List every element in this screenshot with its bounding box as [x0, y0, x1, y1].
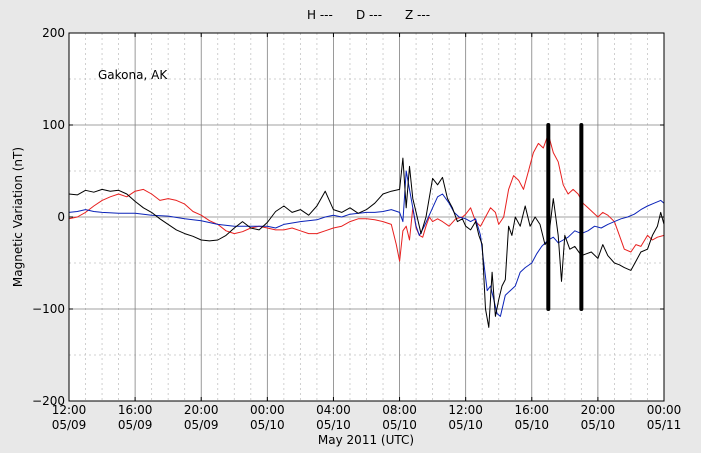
- major-grid: [69, 33, 664, 401]
- x-axis: 12:0005/0916:0005/0920:0005/0900:0005/10…: [52, 33, 682, 432]
- x-tick-label-date: 05/10: [448, 418, 483, 432]
- x-tick-label-time: 12:00: [448, 403, 483, 417]
- legend-entry-d: D ---: [356, 8, 382, 22]
- x-tick-label-time: 00:00: [647, 403, 682, 417]
- minor-grid: [69, 33, 664, 401]
- x-tick-label-time: 16:00: [118, 403, 153, 417]
- marker-layer: [546, 123, 584, 311]
- x-tick-label-date: 05/10: [316, 418, 351, 432]
- x-tick-label-time: 16:00: [514, 403, 549, 417]
- y-tick-label: 0: [57, 210, 65, 224]
- x-tick-label-time: 12:00: [52, 403, 87, 417]
- y-axis: −200 −100 0 100 200: [32, 26, 664, 408]
- y-tick-label: −200: [32, 394, 65, 408]
- legend-entry-h: H ---: [307, 8, 333, 22]
- y-tick-label: 100: [42, 118, 65, 132]
- series-d-line: [68, 133, 665, 262]
- x-tick-label-date: 05/09: [118, 418, 153, 432]
- x-axis-label: May 2011 (UTC): [318, 433, 414, 447]
- station-label: Gakona, AK: [98, 68, 168, 82]
- x-tick-label-time: 04:00: [316, 403, 351, 417]
- y-tick-label: 200: [42, 26, 65, 40]
- x-tick-label-time: 20:00: [581, 403, 616, 417]
- y-axis-label: Magnetic Variation (nT): [11, 147, 25, 287]
- legend: H --- D --- Z ---: [307, 8, 430, 22]
- legend-entry-z: Z ---: [405, 8, 430, 22]
- x-tick-label-date: 05/11: [647, 418, 682, 432]
- x-tick-label-date: 05/09: [184, 418, 219, 432]
- x-tick-label-time: 08:00: [382, 403, 417, 417]
- y-tick-label: −100: [32, 302, 65, 316]
- x-tick-label-date: 05/09: [52, 418, 87, 432]
- x-tick-label-date: 05/10: [250, 418, 285, 432]
- x-tick-label-date: 05/10: [581, 418, 616, 432]
- x-tick-label-time: 20:00: [184, 403, 219, 417]
- x-tick-label-date: 05/10: [514, 418, 549, 432]
- x-tick-label-time: 00:00: [250, 403, 285, 417]
- x-tick-label-date: 05/10: [382, 418, 417, 432]
- series-h-line: [68, 157, 665, 328]
